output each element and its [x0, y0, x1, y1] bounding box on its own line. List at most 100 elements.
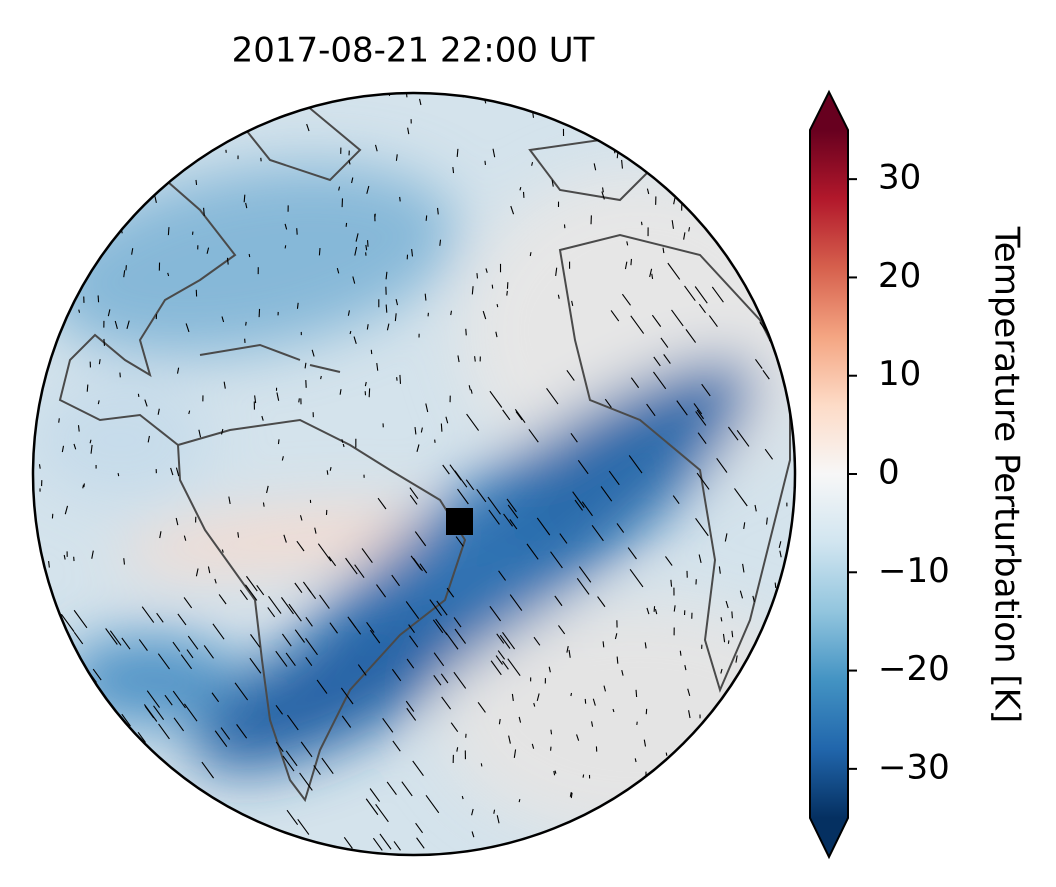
wind-vector: [643, 739, 647, 747]
wind-vector: [166, 773, 177, 787]
wind-vector: [354, 246, 358, 256]
wind-vector: [329, 622, 338, 634]
wind-vector: [343, 837, 353, 849]
wind-vector: [386, 781, 397, 796]
wind-vector: [674, 763, 677, 773]
wind-vector: [33, 639, 41, 652]
wind-vector: [454, 628, 467, 644]
wind-vector: [141, 606, 155, 623]
wind-vector: [728, 759, 732, 768]
wind-vector: [476, 488, 487, 503]
wind-vector: [340, 687, 354, 705]
colorbar-gradient: [810, 130, 848, 818]
wind-vector: [415, 822, 424, 834]
wind-vector: [121, 713, 131, 727]
wind-vector: [718, 566, 721, 574]
wind-vector: [113, 111, 116, 118]
wind-vector: [487, 496, 501, 515]
wind-vector: [425, 215, 428, 221]
wind-vector: [691, 198, 695, 206]
wind-vector: [201, 761, 215, 779]
wind-vector: [509, 519, 518, 530]
wind-vector: [577, 459, 589, 475]
wind-vector: [256, 584, 265, 596]
wind-vector: [662, 247, 665, 254]
wind-vector: [141, 178, 144, 185]
wind-vector: [314, 527, 317, 534]
wind-vector: [734, 488, 748, 507]
wind-vector: [693, 403, 703, 415]
wind-vector: [425, 794, 440, 814]
wind-vector: [477, 702, 486, 713]
wind-vector: [262, 502, 265, 507]
wind-vector: [170, 467, 174, 476]
wind-vector: [466, 413, 480, 431]
wind-vector: [630, 315, 645, 334]
wind-vector: [321, 757, 334, 775]
wind-vector: [649, 268, 653, 278]
wind-vector: [440, 423, 443, 432]
wind-vector: [300, 741, 313, 758]
wind-vector: [665, 556, 673, 566]
wind-vector: [550, 551, 563, 569]
wind-vector: [536, 693, 540, 701]
wind-vector: [183, 597, 193, 609]
wind-vector: [629, 568, 644, 588]
wind-vector: [742, 563, 745, 573]
wind-vector: [377, 497, 387, 510]
wind-vector: [529, 252, 532, 257]
wind-vector: [457, 355, 460, 363]
wind-vector: [672, 495, 680, 505]
wind-vector: [531, 162, 534, 166]
wind-vector: [634, 758, 637, 763]
wind-vector: [73, 609, 88, 629]
wind-vector: [603, 685, 607, 692]
wind-vector: [283, 534, 287, 543]
wind-vector: [284, 245, 287, 249]
wind-vector: [298, 398, 300, 403]
wind-vector: [41, 309, 44, 316]
wind-vector: [228, 496, 231, 505]
wind-vector: [424, 293, 427, 301]
wind-vector: [691, 792, 694, 798]
wind-vector: [409, 635, 419, 648]
wind-vector: [118, 201, 122, 209]
wind-vector: [109, 630, 122, 646]
wind-vector: [212, 623, 225, 640]
wind-vector: [582, 774, 585, 778]
wind-vector: [80, 148, 83, 154]
wind-vector: [456, 747, 459, 752]
wind-vector: [488, 509, 500, 525]
wind-vector: [46, 736, 58, 752]
wind-vector: [304, 362, 307, 369]
wind-vector: [698, 554, 702, 564]
wind-vector: [78, 309, 81, 313]
wind-vector: [416, 837, 425, 849]
wind-vector: [172, 690, 186, 709]
wind-vector: [366, 621, 375, 633]
wind-vector: [671, 220, 674, 229]
wind-vector: [551, 179, 554, 187]
wind-vector: [555, 267, 558, 276]
wind-vector: [503, 513, 513, 527]
wind-vector: [506, 498, 517, 513]
wind-vector: [557, 625, 566, 635]
wind-vector: [117, 473, 120, 477]
wind-vector: [395, 299, 399, 306]
wind-vector: [186, 649, 194, 659]
wind-vector: [369, 788, 381, 802]
wind-vector: [698, 303, 706, 314]
wind-vector: [763, 760, 767, 769]
wind-vector: [696, 472, 710, 490]
wind-vector: [382, 717, 394, 733]
wind-vector: [391, 574, 400, 587]
wind-vector: [180, 654, 193, 670]
wind-vector: [74, 195, 79, 204]
wind-vector: [97, 400, 100, 405]
wind-vector: [574, 499, 584, 511]
wind-vector: [457, 488, 469, 505]
wind-vector: [723, 191, 727, 197]
wind-vector: [245, 321, 247, 326]
wind-vector: [485, 268, 488, 273]
wind-vector: [341, 715, 352, 728]
